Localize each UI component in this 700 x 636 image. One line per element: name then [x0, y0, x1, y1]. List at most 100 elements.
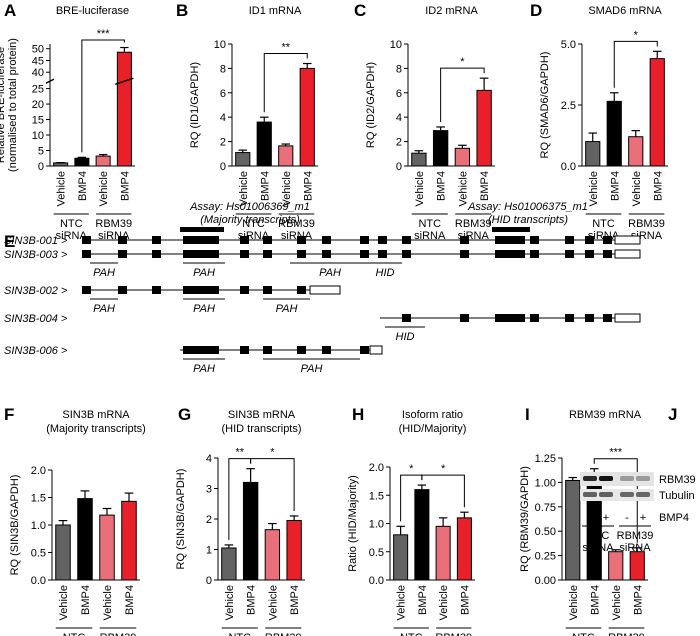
x-tick-label: BMP4 [479, 171, 491, 201]
significance-label: *** [97, 28, 111, 40]
panel-letter: G [178, 405, 191, 424]
significance-bracket [81, 39, 125, 153]
transcript-name: SIN3B-006 > [4, 345, 68, 357]
assay-note: (HID transcripts) [488, 214, 568, 226]
x-tick-label: BMP4 [417, 585, 429, 615]
y-tick-label: 2 [220, 137, 226, 149]
exon [402, 250, 411, 258]
exon [152, 250, 161, 258]
y-tick-label: 4 [206, 453, 212, 465]
group-label: RBM39 [435, 632, 472, 636]
lane-sign: + [640, 512, 646, 524]
transcript-name: SIN3B-002 > [4, 285, 68, 297]
bar-break-line [115, 77, 134, 85]
y-tick-label: 1.25 [535, 453, 556, 465]
band [620, 492, 634, 497]
lane-sign: - [625, 512, 629, 524]
exon [210, 286, 219, 294]
assay-marker [492, 227, 530, 232]
group-label: NTC [60, 218, 83, 230]
x-tick-label: Vehicle [238, 171, 250, 206]
exon [565, 236, 574, 244]
chart-title: RBM39 mRNA [569, 409, 642, 421]
exon [297, 286, 306, 294]
significance-bracket [440, 67, 485, 122]
domain-label: PAH [193, 363, 215, 375]
bar [235, 152, 251, 167]
exon [322, 346, 331, 354]
y-axis-label: Relative BRE-luciferase [0, 47, 7, 163]
group-label: NTC [242, 218, 265, 230]
group-label: siRNA [414, 230, 446, 242]
y-axis-label: (normalised to total protein) [7, 38, 19, 172]
exon [460, 314, 469, 322]
bar [476, 89, 492, 167]
bar [414, 489, 430, 581]
bar [393, 534, 409, 581]
x-tick-label: BMP4 [119, 171, 131, 201]
exon [263, 286, 272, 294]
significance-bracket [263, 53, 308, 113]
x-tick-label: Vehicle [267, 585, 279, 620]
exon [322, 236, 331, 244]
y-axis-label: RQ (SMAD6/GAPDH) [539, 52, 551, 159]
bar [121, 500, 137, 581]
bar [256, 121, 272, 167]
bar [432, 130, 449, 167]
chart-title: SMAD6 mRNA [588, 5, 662, 17]
exon [263, 346, 272, 354]
exon [183, 346, 213, 354]
x-tick-label: BMP4 [289, 585, 301, 615]
group-label: siRNA [56, 230, 88, 242]
y-tick-label: 0 [396, 161, 402, 173]
blot-bg [580, 472, 654, 486]
x-tick-label: Vehicle [588, 171, 600, 206]
chart-title: (HID transcripts) [221, 423, 301, 435]
bar [608, 551, 624, 581]
exon [378, 236, 387, 244]
y-tick-label: 1.00 [535, 477, 556, 489]
bar [95, 155, 111, 167]
panel-letter: A [4, 1, 16, 20]
exon [322, 250, 331, 258]
chart-title: (HID/Majority) [399, 423, 467, 435]
group-label: siRNA [619, 542, 651, 554]
panel-letter: I [525, 405, 530, 424]
y-tick-label: 0.75 [535, 502, 556, 514]
exon [263, 250, 272, 258]
exon [495, 314, 525, 322]
group-label: NTC [418, 218, 441, 230]
y-axis-label: RQ (ID1/GAPDH) [189, 62, 201, 148]
band-label: RBM39 [659, 474, 696, 486]
significance-label: *** [609, 447, 623, 459]
y-tick-label: 5 [38, 146, 44, 158]
x-tick-label: Vehicle [281, 171, 293, 206]
treatment-label: BMP4 [659, 512, 689, 524]
significance-bracket [421, 474, 465, 508]
exon [530, 314, 539, 322]
y-tick-label: 15 [32, 115, 44, 127]
y-tick-label: 0 [206, 575, 212, 587]
assay-name: Assay: Hs01006375_m1 [467, 201, 588, 213]
utr [614, 249, 641, 259]
exon [297, 236, 306, 244]
chart-title: ID2 mRNA [425, 5, 478, 17]
group-label: RBM39 [95, 218, 132, 230]
exon [297, 346, 306, 354]
y-tick-label: 20 [32, 99, 44, 111]
utr [309, 285, 341, 295]
group-label: NTC [400, 632, 423, 636]
bar [221, 547, 237, 581]
x-tick-label: Vehicle [396, 585, 408, 620]
exon [585, 236, 594, 244]
bar [55, 524, 71, 581]
y-tick-label: 0.0 [31, 575, 46, 587]
y-axis-label: RQ (SIN3B/GAPDH) [9, 475, 21, 576]
exon [297, 250, 306, 258]
x-tick-label: Vehicle [58, 585, 70, 620]
significance-label: * [634, 29, 639, 41]
significance-label: * [409, 463, 414, 475]
x-tick-label: BMP4 [259, 171, 271, 201]
significance-bracket [250, 458, 295, 511]
